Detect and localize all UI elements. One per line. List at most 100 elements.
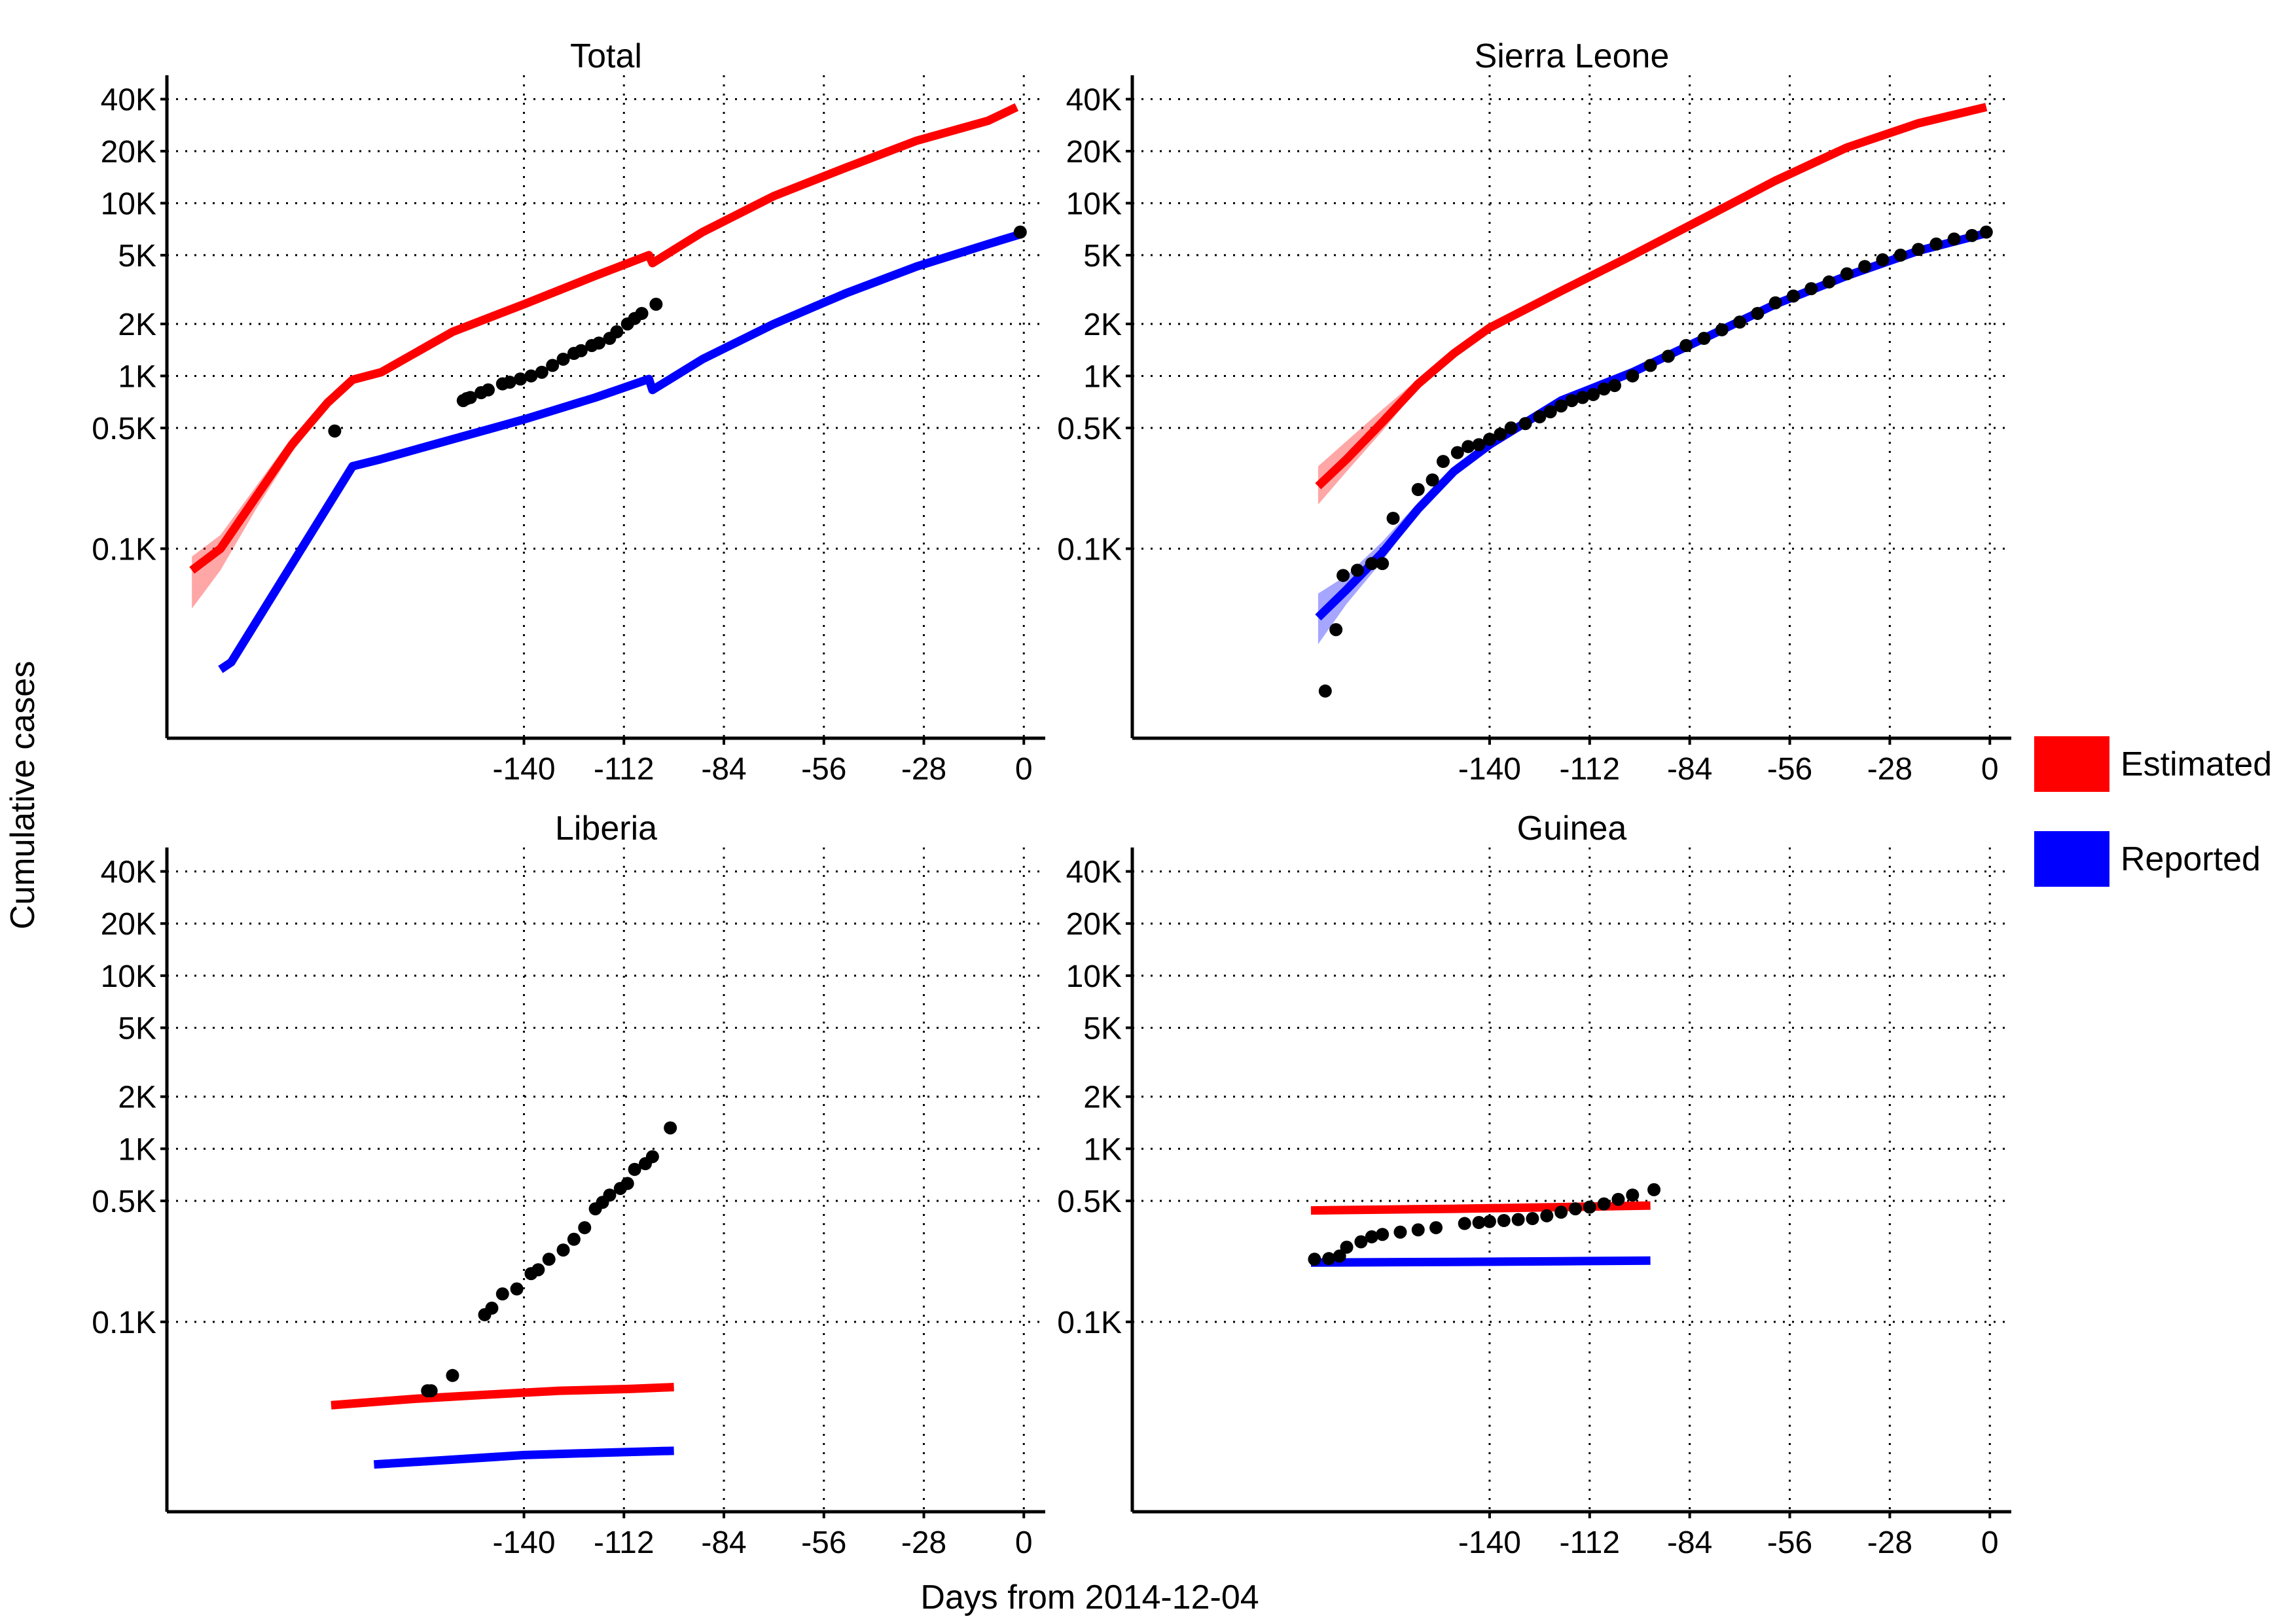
- panel-title-sierra-leone: Sierra Leone: [1475, 37, 1670, 75]
- observed-point: [610, 325, 624, 339]
- observed-point: [1350, 563, 1364, 577]
- x-tick-label: -84: [1667, 1525, 1712, 1560]
- panel-sierra-leone: Sierra Leone 0.1K 0.5K 1K 2K 5K 10K 20K 40K -140 -…: [1057, 37, 2011, 787]
- x-tick-label: -140: [1458, 752, 1521, 787]
- observed-point: [1497, 1213, 1511, 1227]
- series-line-estimated-sierra-leone: [1315, 103, 1988, 490]
- y-tick-label: 0.1K: [1057, 1306, 1122, 1340]
- y-tick-label: 0.5K: [1057, 1185, 1122, 1219]
- observed-point: [574, 344, 588, 357]
- observed-point: [1472, 1216, 1486, 1230]
- observed-point: [1365, 557, 1378, 571]
- y-tick-label: 2K: [1083, 1080, 1122, 1115]
- observed-point: [1568, 1202, 1582, 1216]
- panel-liberia: Liberia 0.1K 0.5K 1K 2K 5K 10K 20K 40K -140 -112 -8…: [92, 810, 1045, 1560]
- y-tick-label: 1K: [118, 1132, 156, 1167]
- series-line-estimated-liberia: [331, 1383, 674, 1410]
- x-tick-label: -28: [1867, 1525, 1912, 1560]
- observed-point: [495, 1287, 509, 1301]
- observed-point: [1411, 1223, 1425, 1237]
- observed-point: [531, 1263, 545, 1277]
- observed-point: [1611, 1192, 1625, 1206]
- observed-point: [1804, 282, 1818, 296]
- observed-point: [510, 1282, 524, 1296]
- x-tick-label: -140: [492, 752, 555, 787]
- observed-point: [1929, 237, 1943, 251]
- x-tick-label: -28: [901, 1525, 946, 1560]
- observed-point: [1376, 1228, 1390, 1241]
- observed-point: [1947, 232, 1961, 246]
- y-tick-label: 0.5K: [1057, 412, 1122, 446]
- observed-point: [546, 359, 560, 372]
- series-line-reported-sierra-leone: [1315, 229, 1988, 621]
- y-tick-label: 0.1K: [1057, 532, 1122, 567]
- x-axis-label: Days from 2014-12-04: [920, 1578, 1259, 1616]
- observed-point: [1482, 1215, 1496, 1228]
- observed-point: [1697, 332, 1711, 346]
- y-tick-label: 1K: [118, 359, 156, 394]
- y-tick-label: 1K: [1083, 1132, 1122, 1167]
- y-tick-label: 20K: [101, 135, 156, 169]
- y-tick-label: 2K: [118, 308, 156, 342]
- y-tick-label: 5K: [118, 239, 156, 274]
- observed-point: [1450, 446, 1464, 459]
- y-tick-label: 5K: [1083, 239, 1122, 274]
- observed-point: [664, 1121, 677, 1135]
- observed-point: [1608, 379, 1622, 393]
- observed-point: [567, 1232, 581, 1246]
- y-tick-label: 2K: [118, 1080, 156, 1115]
- observed-point: [1543, 405, 1557, 419]
- x-tick-label: -28: [1867, 752, 1912, 787]
- x-tick-label: -56: [1767, 752, 1812, 787]
- legend-label-reported: Reported: [2121, 840, 2261, 878]
- observed-point: [1768, 296, 1782, 310]
- observed-point: [635, 306, 649, 320]
- observed-point: [556, 1243, 570, 1257]
- observed-point: [1715, 323, 1729, 336]
- legend-label-estimated: Estimated: [2121, 745, 2272, 783]
- observed-point: [1333, 1249, 1346, 1263]
- y-tick-label: 0.1K: [92, 532, 156, 567]
- y-tick-label: 20K: [1066, 907, 1122, 942]
- observed-point: [1386, 511, 1400, 525]
- observed-point: [463, 391, 477, 404]
- observed-point: [556, 352, 570, 366]
- x-tick-label: -112: [1560, 752, 1621, 787]
- x-tick-label: -84: [1667, 752, 1712, 787]
- y-tick-label: 10K: [101, 959, 156, 994]
- y-tick-label: 5K: [118, 1011, 156, 1046]
- chart-panels: Total 0.1K 0.5K 1K 2K 5K 10K 20K 40K -140 -112 -84 -…: [92, 37, 2011, 1560]
- legend-swatch-estimated: [2034, 736, 2109, 792]
- observed-point: [1354, 1235, 1368, 1249]
- series-line-reported-liberia: [374, 1446, 674, 1469]
- observed-point: [645, 1150, 659, 1164]
- observed-point: [524, 369, 538, 383]
- observed-point: [1679, 338, 1693, 352]
- observed-point: [424, 1384, 438, 1398]
- observed-point: [1587, 387, 1600, 401]
- y-tick-label: 2K: [1083, 308, 1122, 342]
- observed-point: [1661, 349, 1675, 363]
- observed-point: [1494, 427, 1507, 441]
- x-tick-label: -84: [701, 1525, 746, 1560]
- observed-point: [1340, 1240, 1354, 1254]
- observed-point: [1979, 225, 1993, 239]
- y-tick-label: 10K: [1066, 959, 1122, 994]
- panel-title-guinea: Guinea: [1517, 810, 1627, 847]
- x-tick-label: -112: [594, 1525, 655, 1560]
- observed-point: [578, 1221, 592, 1234]
- x-tick-label: 0: [1015, 752, 1033, 787]
- observed-point: [1965, 228, 1979, 242]
- x-tick-label: -56: [801, 752, 846, 787]
- observed-point: [1912, 243, 1926, 257]
- panel-guinea: Guinea 0.1K 0.5K 1K 2K 5K 10K 20K 40K -140 -112 -84…: [1057, 810, 2011, 1560]
- x-tick-label: -140: [1458, 1525, 1521, 1560]
- x-tick-label: -112: [594, 752, 655, 787]
- band-reported-sierra-leone: [1318, 233, 1986, 645]
- observed-point: [1786, 289, 1800, 303]
- observed-point: [1858, 260, 1872, 274]
- observed-point: [1626, 369, 1640, 383]
- observed-point: [1504, 421, 1518, 435]
- observed-point: [1647, 1183, 1661, 1196]
- legend: Estimated Reported: [2034, 736, 2272, 887]
